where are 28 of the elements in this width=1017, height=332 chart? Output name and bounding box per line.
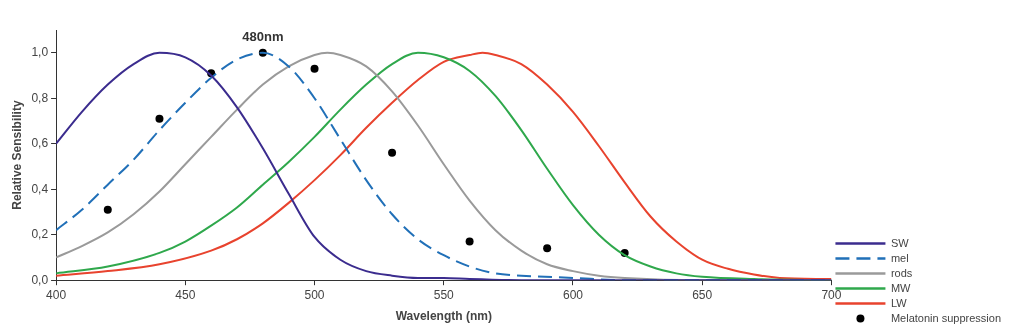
x-tick-label: 400 (46, 287, 67, 302)
point (310, 64, 319, 73)
point (388, 148, 397, 157)
point (103, 205, 112, 214)
y-tick-label: 0,2 (31, 227, 49, 242)
annotation: 480nm (242, 28, 284, 44)
point (465, 237, 474, 246)
x-tick-label: 500 (304, 287, 325, 302)
y-tick-label: 0,0 (31, 272, 49, 287)
legend-label: Melatonin suppression (890, 311, 1002, 324)
x-axis-title: Wavelength (nm) (395, 309, 492, 324)
point (543, 244, 552, 253)
x-tick-label: 450 (175, 287, 196, 302)
legend-label: rods (890, 266, 913, 279)
legend-label: MW (890, 281, 912, 294)
y-tick-label: 0,6 (31, 136, 49, 151)
y-tick-label: 0,8 (31, 90, 49, 105)
y-axis-title: Relative Sensibility (9, 100, 24, 210)
point (155, 114, 164, 123)
x-tick-label: 700 (821, 287, 842, 302)
y-tick-label: 0,4 (31, 181, 49, 196)
legend-label: SW (890, 236, 910, 249)
x-tick-label: 650 (692, 287, 713, 302)
x-tick-label: 550 (433, 287, 455, 302)
y-tick-label: 1,0 (31, 45, 49, 60)
legend-label: LW (890, 296, 908, 309)
x-tick-label: 600 (562, 287, 584, 302)
legend-label: mel (890, 251, 909, 264)
